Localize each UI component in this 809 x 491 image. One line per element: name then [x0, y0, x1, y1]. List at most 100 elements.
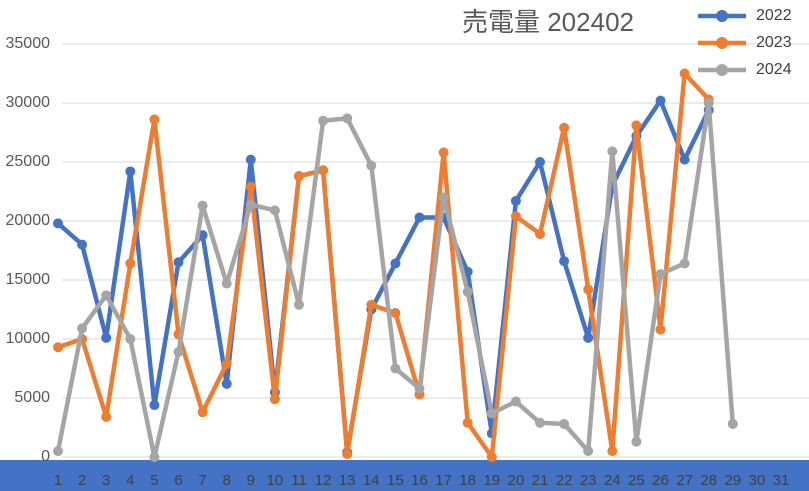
data-point	[535, 228, 545, 239]
data-point	[294, 171, 304, 182]
data-point	[414, 383, 425, 394]
data-point	[366, 299, 377, 310]
x-tick-label: 15	[387, 472, 404, 489]
data-point	[245, 154, 256, 165]
x-tick-label: 7	[198, 472, 206, 489]
data-point	[125, 258, 136, 269]
data-point	[679, 154, 690, 165]
data-point	[269, 205, 280, 216]
x-tick-label: 13	[339, 472, 356, 489]
data-point	[318, 165, 329, 176]
legend-marker	[716, 64, 728, 76]
data-point	[535, 417, 545, 428]
data-point	[269, 394, 280, 405]
data-point	[149, 114, 160, 125]
data-point	[655, 324, 666, 335]
x-tick-label: 25	[628, 472, 645, 489]
y-tick-label: 15000	[6, 271, 51, 288]
x-tick-label: 19	[483, 472, 500, 489]
data-point	[438, 147, 449, 158]
legend-label: 2022	[756, 7, 792, 24]
data-point	[510, 195, 521, 206]
data-point	[342, 113, 353, 124]
data-point	[679, 258, 690, 269]
data-point	[390, 308, 401, 319]
data-point	[53, 446, 63, 457]
x-tick-label: 22	[556, 472, 573, 489]
data-point	[486, 408, 497, 419]
x-tick-label: 12	[315, 472, 332, 489]
x-tick-label: 29	[724, 472, 741, 489]
data-point	[125, 334, 136, 344]
y-tick-label: 25000	[6, 153, 51, 170]
data-point	[559, 418, 570, 429]
data-point	[727, 418, 738, 429]
x-tick-label: 8	[223, 472, 231, 489]
x-tick-label: 20	[508, 472, 525, 489]
legend-marker	[716, 37, 728, 49]
data-point	[53, 218, 63, 229]
x-tick-label: 5	[150, 472, 158, 489]
data-point	[245, 181, 256, 192]
x-tick-label: 23	[580, 472, 597, 489]
data-point	[221, 358, 232, 369]
y-tick-label: 0	[41, 448, 50, 465]
series-line	[56, 98, 711, 455]
data-point	[679, 68, 690, 79]
x-tick-label: 21	[532, 472, 549, 489]
data-point	[655, 269, 666, 280]
x-tick-label: 18	[459, 472, 476, 489]
data-point	[197, 200, 208, 211]
data-point	[510, 396, 521, 407]
data-point	[342, 449, 353, 460]
data-point	[607, 146, 618, 157]
x-tick-label: 11	[291, 472, 307, 489]
x-tick-label: 14	[363, 472, 380, 489]
series-line	[57, 71, 711, 460]
x-tick-label: 10	[267, 472, 284, 489]
data-point	[462, 417, 473, 428]
data-point	[125, 166, 136, 177]
data-point	[101, 411, 112, 422]
y-tick-label: 5000	[14, 389, 50, 406]
data-point	[77, 323, 88, 334]
data-point	[703, 98, 714, 108]
data-point	[173, 257, 184, 268]
x-tick-label: 30	[749, 472, 766, 489]
data-point	[535, 157, 545, 167]
x-tick-label: 17	[435, 472, 452, 489]
x-tick-label: 26	[652, 472, 669, 489]
data-point	[390, 363, 401, 374]
data-point	[77, 239, 88, 250]
data-point	[510, 211, 521, 222]
x-tick-label: 2	[78, 472, 86, 489]
data-point	[486, 452, 497, 462]
x-tick-label: 31	[773, 472, 790, 489]
x-tick-label: 4	[126, 472, 134, 489]
legend-label: 2023	[756, 34, 792, 51]
data-point	[294, 299, 304, 310]
data-point	[583, 446, 594, 457]
y-tick-label: 20000	[6, 212, 51, 229]
data-point	[53, 342, 63, 353]
x-tick-label: 28	[700, 472, 717, 489]
x-tick-label: 16	[411, 472, 428, 489]
data-point	[149, 452, 160, 462]
data-point	[655, 95, 666, 106]
x-tick-label: 3	[102, 472, 110, 489]
data-point	[438, 192, 449, 203]
data-point	[559, 122, 570, 133]
legend-marker	[716, 10, 728, 22]
data-point	[583, 284, 594, 295]
data-point	[583, 332, 594, 343]
data-point	[462, 286, 473, 297]
data-point	[101, 290, 112, 301]
x-axis-band	[0, 460, 809, 491]
data-point	[318, 115, 329, 126]
data-point	[149, 400, 160, 411]
data-point	[390, 258, 401, 269]
x-tick-label: 24	[604, 472, 621, 489]
data-point	[245, 199, 256, 210]
data-point	[221, 378, 232, 389]
